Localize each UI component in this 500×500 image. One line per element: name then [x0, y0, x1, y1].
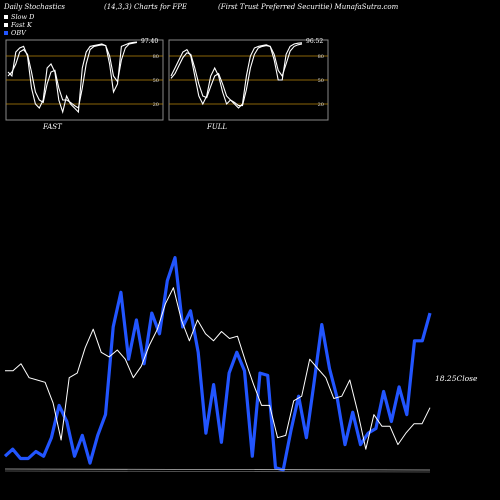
price-close-label: 18.25Close [435, 374, 478, 383]
fast-panel-label: FAST [43, 123, 62, 131]
legend-swatch [4, 31, 8, 35]
fast-series-fast-k [7, 41, 138, 115]
legend-item-slow-d: Slow D [4, 13, 34, 21]
chart-title: Daily Stochastics [4, 3, 66, 11]
legend-item-obv: OBV [4, 29, 34, 37]
legend: Slow D Fast K OBV [4, 13, 34, 37]
full-last-value-label: 96.52 [306, 38, 323, 45]
legend-swatch [4, 23, 8, 27]
full-series-fast-k [170, 42, 303, 109]
legend-item-fast-k: Fast K [4, 21, 34, 29]
fast-last-value-label: 97.40 [141, 38, 158, 45]
fast-series-slow-d [7, 41, 138, 109]
full-panel-label: FULL [207, 123, 228, 131]
baseline-line [4, 470, 431, 473]
legend-swatch [4, 15, 8, 19]
legend-label: OBV [11, 29, 26, 37]
baseline-line [4, 468, 431, 471]
full-tick-label: 80 [318, 54, 324, 60]
company-label: (First Trust Preferred Securitie) Munafa… [218, 3, 399, 11]
fast-tick-label: 50 [153, 78, 159, 84]
obv-series-line [3, 256, 432, 472]
fast-tick-label: 20 [153, 102, 159, 108]
legend-label: Fast K [11, 21, 32, 29]
full-tick-label: 50 [318, 78, 324, 84]
chart-params: (14,3,3) Charts for FPE [104, 3, 188, 11]
full-tick-label: 20 [318, 102, 324, 108]
legend-label: Slow D [11, 13, 35, 21]
price-series-line [5, 287, 431, 450]
full-series-slow-d [170, 43, 303, 107]
fast-tick-label: 80 [153, 54, 159, 60]
